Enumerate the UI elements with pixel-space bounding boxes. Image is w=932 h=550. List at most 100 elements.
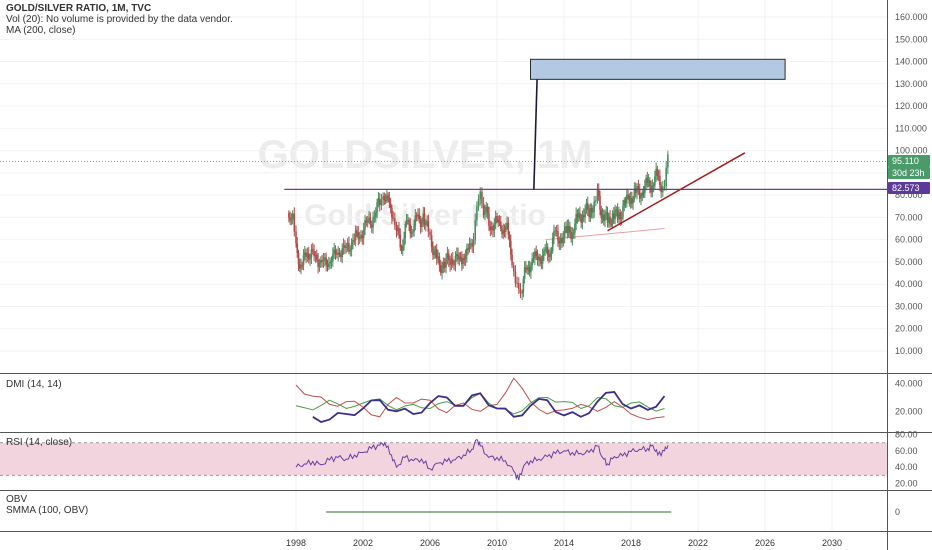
candle-body [447, 253, 450, 261]
candle-body [540, 261, 543, 264]
x-tick-label: 2010 [487, 538, 507, 548]
candle-body [589, 207, 592, 218]
candle-body [504, 226, 507, 232]
candle-body [593, 201, 595, 212]
countdown-text: 30d 23h [892, 168, 925, 178]
rsi-pane[interactable] [0, 438, 887, 481]
price-tick-label: 100.000 [895, 146, 928, 156]
candle-body [341, 248, 344, 258]
candle-body [646, 177, 649, 183]
candle-body [382, 196, 384, 200]
dmi-legend[interactable]: DMI (14, 14) [6, 379, 62, 390]
price-tick-label: 40.000 [895, 279, 923, 289]
obv-smma-label[interactable]: SMMA (100, OBV) [6, 505, 89, 516]
price-tick-label: 20.000 [895, 324, 923, 334]
candle-body [454, 256, 457, 265]
main-legend: GOLD/SILVER RATIO, 1M, TVC Vol (20): No … [6, 3, 233, 36]
rsi-legend[interactable]: RSI (14, close) [6, 437, 73, 448]
candle-body [451, 258, 454, 265]
candle-body [449, 260, 451, 265]
candle-body [377, 198, 380, 203]
candle-body [618, 212, 620, 220]
candle-body [586, 203, 589, 210]
candle-body [489, 226, 492, 230]
price-tick-label: 60.000 [895, 235, 923, 245]
candle-body [354, 230, 357, 241]
candle-body [511, 254, 513, 266]
price-pane[interactable] [0, 58, 887, 300]
candle-body [538, 257, 540, 261]
candle-body [565, 226, 567, 228]
x-tick-label: 2026 [755, 538, 775, 548]
candle-body [417, 214, 419, 217]
candle-body [306, 253, 309, 258]
candle-body [459, 256, 462, 258]
candle-body [470, 243, 472, 245]
candle-body [629, 197, 632, 204]
candle-body [611, 213, 614, 225]
dmi-series-1 [295, 377, 665, 421]
candle-body [404, 223, 407, 238]
target-zone-box [530, 58, 786, 80]
candle-body [628, 195, 631, 204]
candle-body [435, 249, 438, 259]
candle-body [577, 213, 580, 218]
candle-body [466, 248, 468, 257]
candle-body [388, 198, 391, 204]
candle-body [421, 223, 423, 228]
symbol-title[interactable]: GOLD/SILVER RATIO, 1M, TVC [6, 3, 152, 14]
dmi-series-2 [312, 391, 666, 423]
candle-body [481, 191, 483, 204]
rsi-tick-label: 40.00 [895, 462, 918, 472]
candle-body [432, 247, 434, 256]
price-tick-label: 70.000 [895, 212, 923, 222]
candle-body [426, 221, 428, 223]
price-tick-label: 110.000 [895, 123, 927, 133]
candle-body [321, 260, 323, 262]
candle-body [298, 264, 301, 269]
candle-body [608, 216, 610, 223]
candle-body [358, 236, 361, 240]
candle-body [344, 245, 346, 248]
price-tick-label: 130.000 [895, 79, 928, 89]
candle-body [592, 211, 594, 213]
dmi-pane[interactable] [295, 377, 666, 423]
candle-body [641, 192, 644, 197]
candle-body [567, 225, 570, 234]
candle-body [516, 282, 518, 284]
candle-body [399, 234, 402, 248]
x-tick-label: 2022 [688, 538, 708, 548]
candle-body [392, 217, 394, 219]
candle-body [574, 223, 576, 233]
candle-body [430, 235, 433, 248]
rsi-line [295, 438, 669, 481]
candle-body [600, 209, 603, 219]
candle-body [413, 225, 415, 232]
candle-body [288, 212, 290, 218]
candle-body [585, 203, 588, 210]
candle-body [546, 247, 549, 255]
candle-body [530, 265, 532, 273]
candle-body [647, 180, 650, 183]
candle-body [572, 232, 575, 234]
candle-body [563, 226, 566, 238]
candle-body [332, 253, 334, 262]
candle-body [394, 218, 396, 225]
candle-body [434, 249, 437, 253]
last-price-tag [888, 155, 930, 167]
candle-body [613, 213, 615, 219]
candle-body [463, 258, 466, 260]
candle-body [297, 253, 300, 265]
candle-body [486, 207, 489, 214]
candle-body [310, 249, 313, 258]
candle-body [490, 226, 493, 230]
candle-body [457, 254, 459, 260]
candle-body [334, 249, 337, 254]
candle-body [623, 200, 626, 206]
candle-body [479, 191, 482, 200]
candle-body [368, 217, 370, 221]
ma-legend[interactable]: MA (200, close) [6, 25, 76, 36]
obv-label[interactable]: OBV [6, 494, 28, 505]
candle-body [579, 213, 581, 219]
